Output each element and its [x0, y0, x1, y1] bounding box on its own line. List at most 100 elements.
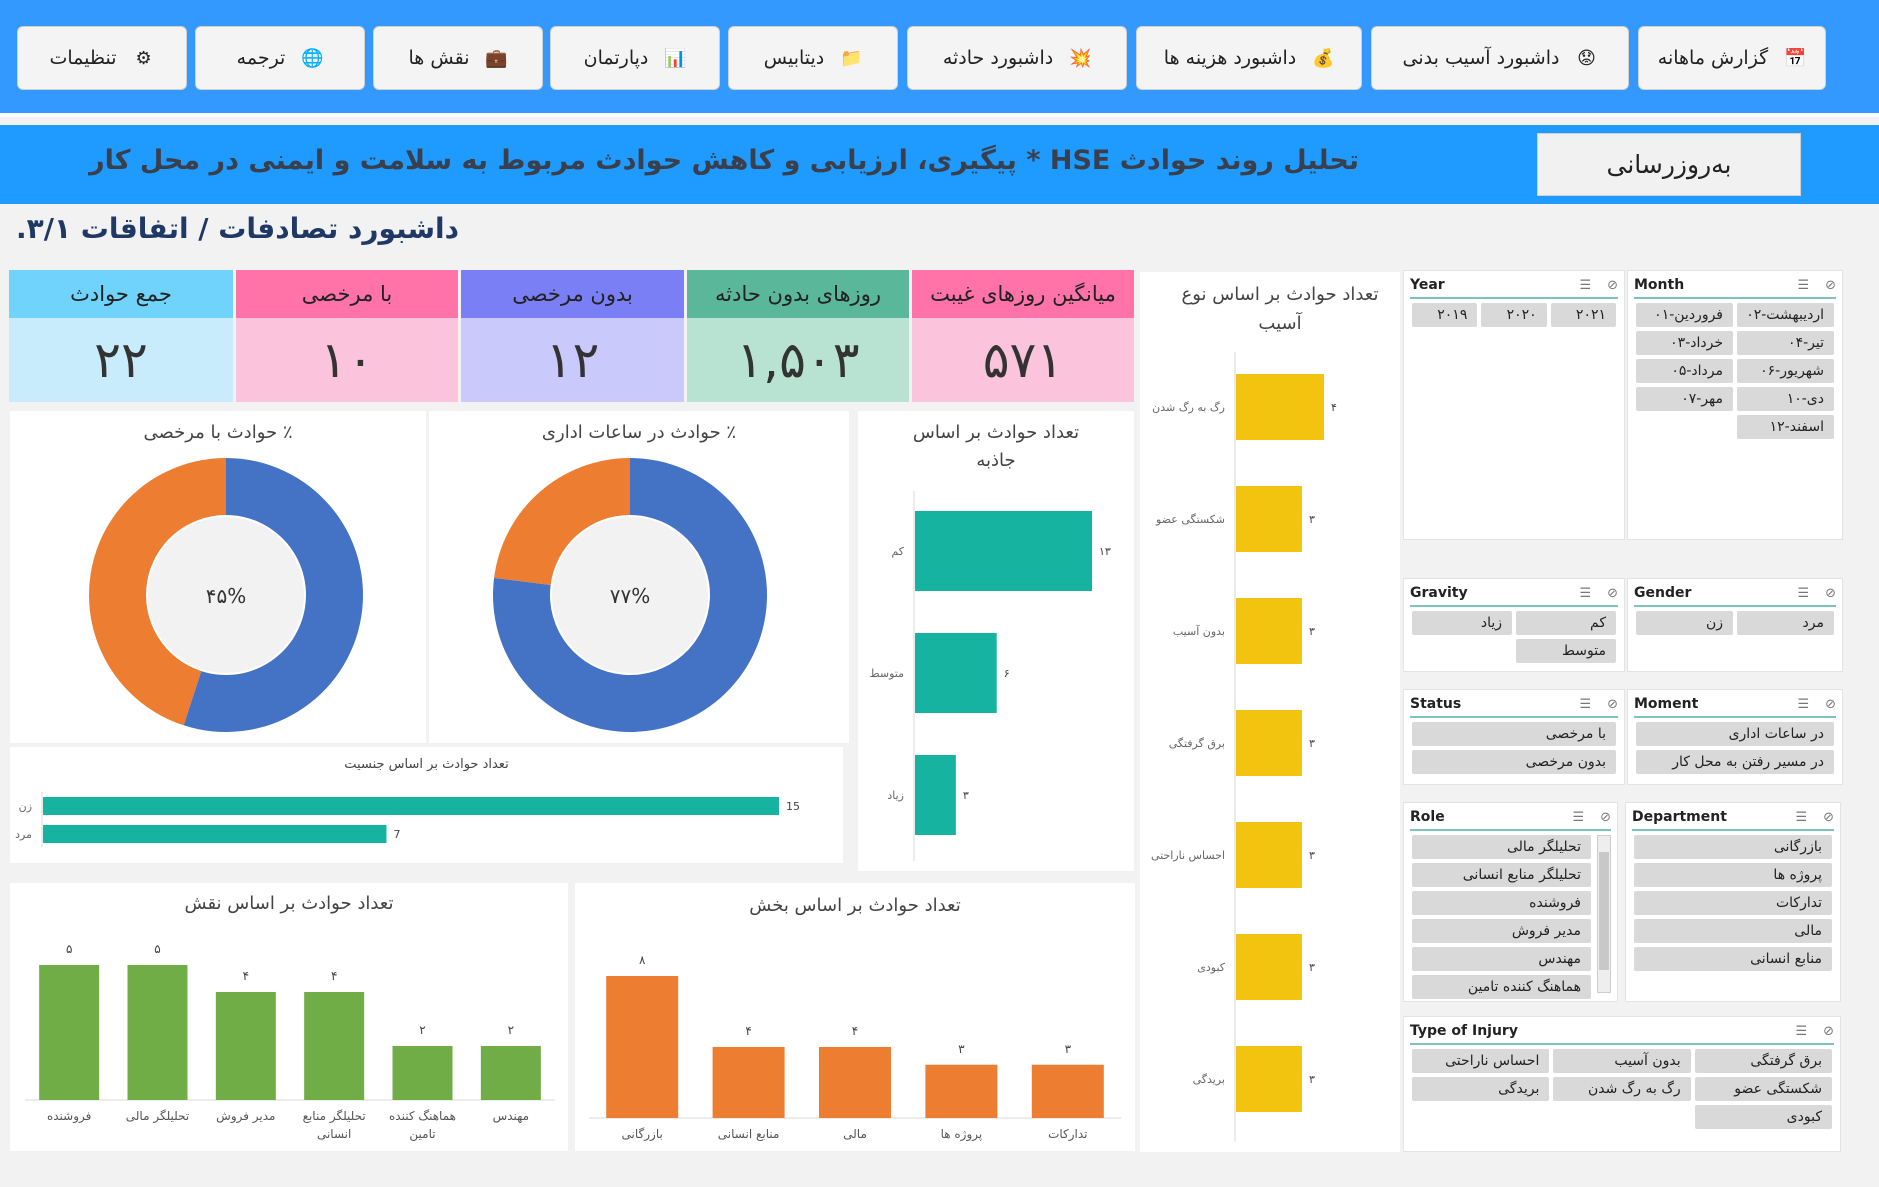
slicer-item[interactable]: ۲۰۲۰: [1481, 303, 1547, 327]
bar[interactable]: [925, 1064, 998, 1118]
slicer-item[interactable]: احساس ناراحتی: [1412, 1049, 1550, 1073]
slicer-item[interactable]: بریدگی: [1412, 1077, 1550, 1101]
slicer-item[interactable]: هماهنگ کننده تامین: [1412, 975, 1591, 999]
bar[interactable]: [712, 1047, 785, 1118]
bar[interactable]: [915, 633, 997, 713]
slicer-item[interactable]: تدارکات: [1634, 891, 1832, 915]
slicer-item[interactable]: در مسیر رفتن به محل کار: [1636, 750, 1834, 774]
slicer-item[interactable]: تحلیلگر مالی: [1412, 835, 1591, 859]
multi-select-icon[interactable]: ☰: [1579, 697, 1592, 712]
slicer-item[interactable]: زیاد: [1412, 611, 1512, 635]
slicer-item[interactable]: در ساعات اداری: [1636, 722, 1834, 746]
scrollbar-thumb[interactable]: [1599, 852, 1609, 970]
slicer-item[interactable]: با مرخصی: [1412, 722, 1616, 746]
nav-database-button[interactable]: 📁 دیتابیس: [728, 26, 898, 90]
slicer-item[interactable]: منابع انسانی: [1634, 947, 1832, 971]
multi-select-icon[interactable]: ☰: [1795, 810, 1808, 825]
bar[interactable]: [1031, 1064, 1104, 1118]
clear-filter-icon[interactable]: ⊘: [1823, 810, 1834, 825]
clear-filter-icon[interactable]: ⊘: [1825, 278, 1836, 293]
slicer-item[interactable]: کم: [1516, 611, 1616, 635]
multi-select-icon[interactable]: ☰: [1797, 278, 1810, 293]
slicer-item[interactable]: شکستگی عضو: [1694, 1077, 1832, 1101]
slicer-item[interactable]: مرداد-۰۵: [1636, 359, 1733, 383]
slicer-item[interactable]: اسفند-۱۲: [1737, 415, 1834, 439]
slicer-header: Type of Injury ☰ ⊘: [1410, 1023, 1834, 1045]
bar[interactable]: [392, 1046, 453, 1100]
slicer-item[interactable]: مهر-۰۷: [1636, 387, 1733, 411]
slicer-item[interactable]: پروژه ها: [1634, 863, 1832, 887]
bar[interactable]: [1236, 710, 1302, 776]
category-label: تحلیلگر منابع: [303, 1109, 366, 1124]
bar[interactable]: [43, 797, 779, 815]
bar[interactable]: [1236, 486, 1302, 552]
slicer-item[interactable]: تحلیلگر منابع انسانی: [1412, 863, 1591, 887]
slicer-item[interactable]: فروردین-۰۱: [1636, 303, 1733, 327]
slicer-item[interactable]: بازرگانی: [1634, 835, 1832, 859]
bar[interactable]: [1236, 598, 1302, 664]
slicer-item[interactable]: ۲۰۲۱: [1550, 303, 1616, 327]
slicer-item[interactable]: دی-۱۰: [1737, 387, 1834, 411]
nav-roles-button[interactable]: 💼 نقش ها: [373, 26, 543, 90]
slicer-item[interactable]: برق گرفتگی: [1694, 1049, 1832, 1073]
bar[interactable]: [819, 1047, 891, 1118]
multi-select-icon[interactable]: ☰: [1572, 810, 1585, 825]
slicer-item[interactable]: مالی: [1634, 919, 1832, 943]
donut-slice[interactable]: [89, 458, 226, 726]
slicer-type-of-injury: Type of Injury ☰ ⊘ برق گرفتگی بدون آسیب احساس…: [1403, 1016, 1841, 1152]
bar[interactable]: [127, 965, 188, 1100]
bar[interactable]: [39, 965, 100, 1100]
slicer-item[interactable]: فروشنده: [1412, 891, 1591, 915]
bar[interactable]: [606, 976, 679, 1118]
nav-translate-button[interactable]: 🌐 ترجمه: [195, 26, 365, 90]
slicer-item[interactable]: خرداد-۰۳: [1636, 331, 1733, 355]
slicer-item[interactable]: شهریور-۰۶: [1737, 359, 1834, 383]
slicer-item[interactable]: تیر-۰۴: [1737, 331, 1834, 355]
slicer-item[interactable]: ۲۰۱۹: [1412, 303, 1478, 327]
slicer-item[interactable]: مهندس: [1412, 947, 1591, 971]
bar[interactable]: [215, 992, 276, 1100]
donut-slice[interactable]: [494, 458, 630, 585]
nav-incident-dashboard-button[interactable]: 💥 داشبورد حادثه: [907, 26, 1127, 90]
refresh-button[interactable]: به‌روزرسانی: [1537, 133, 1801, 196]
slicer-item[interactable]: زن: [1636, 611, 1733, 635]
multi-select-icon[interactable]: ☰: [1797, 697, 1810, 712]
slicer-item[interactable]: متوسط: [1516, 639, 1616, 663]
donut-slice[interactable]: [183, 458, 364, 732]
clear-filter-icon[interactable]: ⊘: [1825, 697, 1836, 712]
nav-cost-dashboard-button[interactable]: 💰 داشبورد هزینه ها: [1136, 26, 1362, 90]
bar[interactable]: [304, 992, 365, 1100]
slicer-item[interactable]: مرد: [1737, 611, 1834, 635]
bar[interactable]: [1236, 822, 1302, 888]
slicer-item[interactable]: بدون آسیب: [1553, 1049, 1691, 1073]
multi-select-icon[interactable]: ☰: [1797, 586, 1810, 601]
multi-select-icon[interactable]: ☰: [1795, 1024, 1808, 1039]
slicer-item[interactable]: بدون مرخصی: [1412, 750, 1616, 774]
clear-filter-icon[interactable]: ⊘: [1825, 586, 1836, 601]
clear-filter-icon[interactable]: ⊘: [1600, 810, 1611, 825]
clear-filter-icon[interactable]: ⊘: [1607, 586, 1618, 601]
nav-settings-button[interactable]: ⚙ تنظیمات: [17, 26, 187, 90]
nav-injury-dashboard-button[interactable]: 😟 داشبورد آسیب بدنی: [1371, 26, 1629, 90]
clear-filter-icon[interactable]: ⊘: [1607, 278, 1618, 293]
bar[interactable]: [915, 755, 956, 835]
nav-monthly-report-button[interactable]: 📅 گزارش ماهانه: [1638, 26, 1826, 90]
bar[interactable]: [915, 511, 1092, 591]
bar[interactable]: [1236, 1046, 1302, 1112]
bar[interactable]: [1236, 374, 1324, 440]
slicer-item[interactable]: رگ به رگ شدن: [1553, 1077, 1691, 1101]
slicer-item[interactable]: اردیبهشت-۰۲: [1737, 303, 1834, 327]
slicer-item[interactable]: مدیر فروش: [1412, 919, 1591, 943]
bar[interactable]: [43, 825, 387, 843]
nav-department-button[interactable]: 📊 دپارتمان: [550, 26, 720, 90]
multi-select-icon[interactable]: ☰: [1579, 278, 1592, 293]
donut-slice[interactable]: [493, 458, 767, 732]
bar[interactable]: [1236, 934, 1302, 1000]
multi-select-icon[interactable]: ☰: [1579, 586, 1592, 601]
clear-filter-icon[interactable]: ⊘: [1823, 1024, 1834, 1039]
slicer-item[interactable]: کبودی: [1694, 1105, 1832, 1129]
slicer-scrollbar[interactable]: [1597, 835, 1611, 993]
clear-filter-icon[interactable]: ⊘: [1607, 697, 1618, 712]
bar[interactable]: [480, 1046, 541, 1100]
category-label: فروشنده: [47, 1109, 91, 1124]
